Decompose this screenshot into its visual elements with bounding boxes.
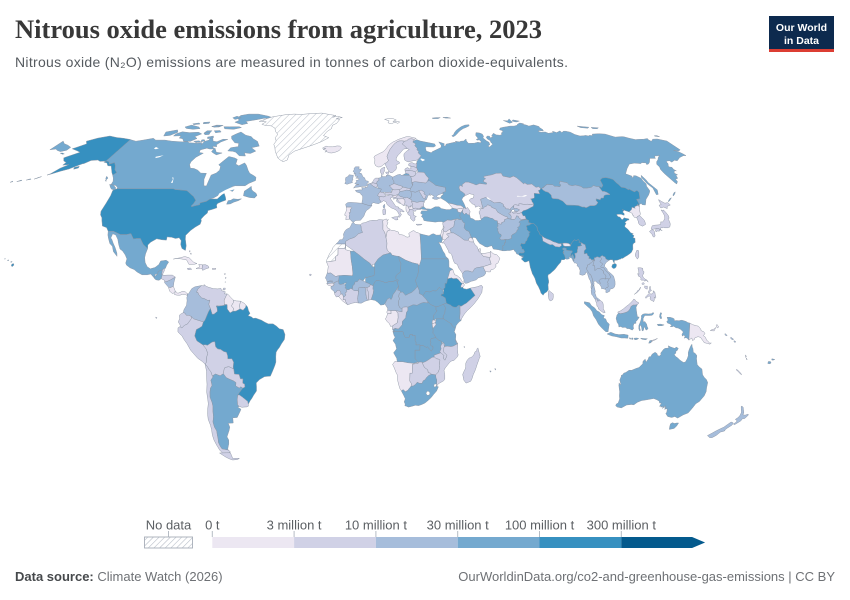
svg-text:100 million t: 100 million t <box>505 518 575 533</box>
svg-text:3 million t: 3 million t <box>267 518 322 533</box>
svg-text:30 million t: 30 million t <box>427 518 490 533</box>
svg-text:10 million t: 10 million t <box>345 518 408 533</box>
svg-text:300 million t: 300 million t <box>587 518 657 533</box>
svg-text:0 t: 0 t <box>205 518 220 533</box>
svg-text:No data: No data <box>146 518 192 533</box>
